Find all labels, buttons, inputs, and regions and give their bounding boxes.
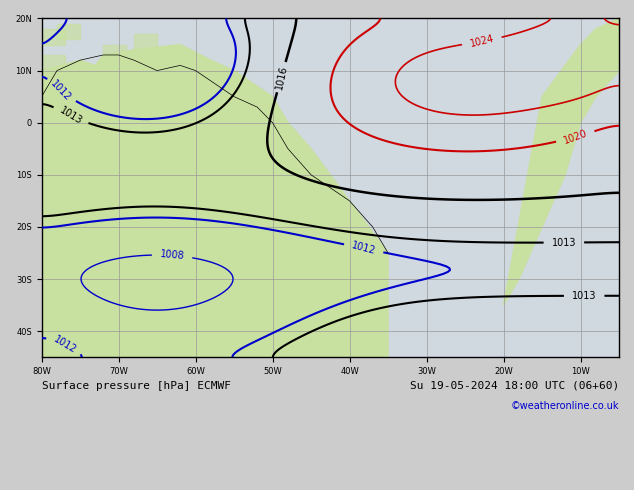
Text: 1013: 1013 — [572, 291, 597, 301]
Text: 1013: 1013 — [552, 238, 576, 247]
Polygon shape — [42, 107, 65, 122]
Polygon shape — [134, 34, 157, 50]
Polygon shape — [65, 81, 87, 97]
Text: 1008: 1008 — [160, 249, 184, 262]
Text: ©weatheronline.co.uk: ©weatheronline.co.uk — [510, 401, 619, 411]
Text: 1013: 1013 — [58, 105, 84, 126]
Text: 1012: 1012 — [351, 241, 377, 256]
Text: 1012: 1012 — [52, 334, 78, 355]
Text: 1016: 1016 — [274, 64, 289, 90]
Polygon shape — [80, 3, 103, 19]
Text: Surface pressure [hPa] ECMWF: Surface pressure [hPa] ECMWF — [42, 381, 231, 391]
Polygon shape — [42, 45, 388, 357]
Polygon shape — [42, 55, 65, 71]
Polygon shape — [42, 29, 65, 45]
Polygon shape — [157, 55, 180, 71]
Polygon shape — [80, 65, 103, 81]
Text: Su 19-05-2024 18:00 UTC (06+60): Su 19-05-2024 18:00 UTC (06+60) — [410, 381, 619, 391]
Text: 1024: 1024 — [469, 33, 495, 49]
Polygon shape — [57, 24, 80, 39]
Text: 1012: 1012 — [49, 78, 74, 103]
Polygon shape — [503, 19, 619, 305]
Text: 1020: 1020 — [562, 128, 589, 146]
Polygon shape — [103, 45, 126, 60]
